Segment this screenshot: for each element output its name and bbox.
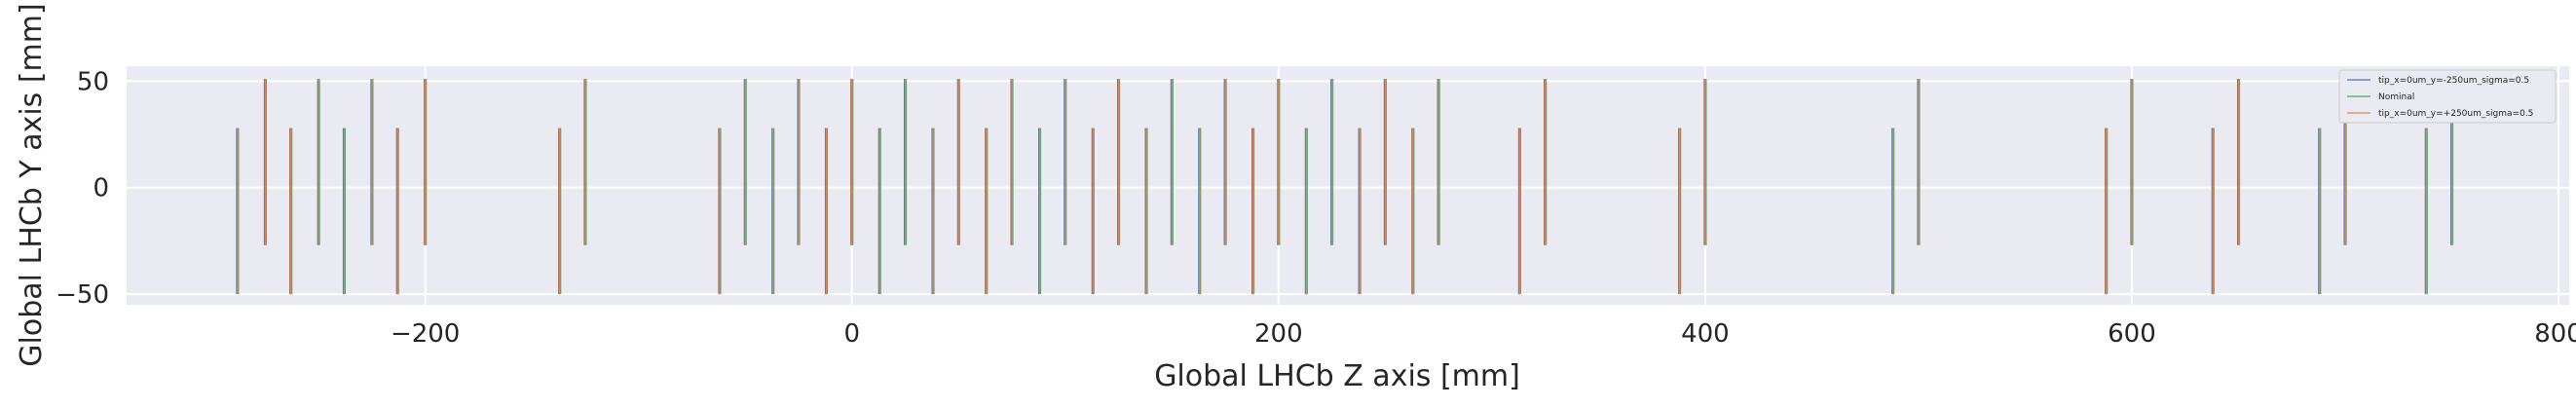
x-tick-label: 0 bbox=[843, 319, 860, 349]
x-tick-label: 400 bbox=[1681, 319, 1730, 349]
legend: tip_x=0um_y=-250um_sigma=0.5 Nominal tip… bbox=[2338, 69, 2557, 124]
x-tick-label: 200 bbox=[1254, 319, 1303, 349]
x-axis-label: Global LHCb Z axis [mm] bbox=[1154, 359, 1520, 393]
x-ticks: −200 0 200 400 600 800 bbox=[391, 319, 2576, 349]
legend-label-minus: tip_x=0um_y=-250um_sigma=0.5 bbox=[2378, 76, 2529, 86]
y-tick-label: 0 bbox=[93, 174, 109, 204]
legend-box bbox=[2338, 69, 2557, 124]
x-tick-label: 800 bbox=[2534, 319, 2576, 349]
y-axis-label: Global LHCb Y axis [mm] bbox=[15, 3, 49, 366]
plot-background bbox=[127, 66, 2569, 305]
x-tick-label: −200 bbox=[391, 319, 460, 349]
legend-label-plus: tip_x=0um_y=+250um_sigma=0.5 bbox=[2378, 109, 2533, 119]
y-tick-label: −50 bbox=[56, 280, 109, 310]
y-ticks: −50 0 50 bbox=[56, 67, 109, 310]
chart-marks bbox=[236, 79, 2454, 295]
legend-label-nominal: Nominal bbox=[2378, 93, 2414, 102]
y-tick-label: 50 bbox=[77, 67, 109, 96]
x-tick-label: 600 bbox=[2108, 319, 2156, 349]
